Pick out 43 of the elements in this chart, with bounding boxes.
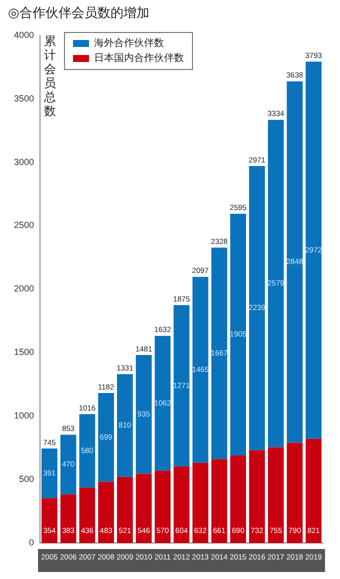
y-tick-label: 4000 [14, 30, 34, 40]
bar [230, 214, 246, 456]
bar [286, 81, 303, 443]
bar [249, 166, 265, 450]
bar [174, 305, 190, 466]
bar [211, 248, 228, 460]
bar [98, 482, 114, 543]
bar [211, 459, 228, 543]
bar [154, 470, 171, 543]
bar [192, 276, 208, 463]
bar [268, 447, 284, 543]
bar [42, 448, 58, 498]
bar [117, 374, 133, 477]
bar [79, 414, 96, 488]
bar [42, 498, 58, 543]
bar [79, 488, 96, 543]
y-tick-label: 1000 [14, 410, 34, 421]
bar [286, 442, 303, 543]
bar [192, 462, 208, 543]
y-tick-label: 2000 [14, 284, 34, 294]
bar [306, 62, 322, 439]
bar [117, 476, 133, 543]
bar [136, 355, 152, 474]
bar [154, 336, 171, 471]
bar [174, 466, 190, 543]
bar [268, 120, 284, 448]
bar [98, 393, 114, 482]
bar [136, 474, 152, 543]
bar [60, 434, 76, 494]
y-tick-label: 3000 [14, 156, 34, 167]
y-tick-label: 500 [18, 474, 34, 484]
bar [60, 494, 76, 543]
bar [230, 455, 246, 543]
y-tick-label: 3500 [14, 93, 34, 104]
chart-title: ◎合作伙伴会员数的增加 [8, 4, 150, 22]
legend-label: 海外合作伙伴数 [94, 37, 164, 51]
bar [306, 438, 322, 543]
y-tick-label: 2500 [14, 220, 34, 230]
y-tick-label: 1500 [14, 347, 34, 358]
y-axis-title: 累计会员总数 [44, 34, 57, 118]
bar [249, 450, 265, 543]
y-tick-label: 0 [29, 537, 34, 548]
legend-label: 日本国内合作伙伴数 [94, 52, 184, 66]
